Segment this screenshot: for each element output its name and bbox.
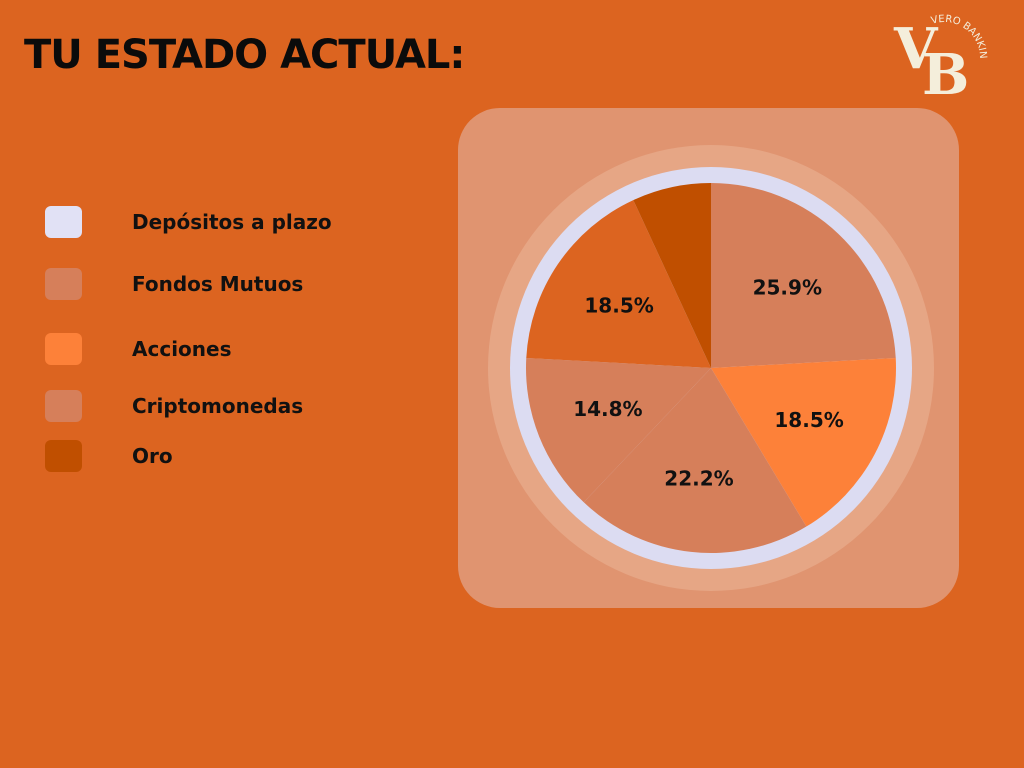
legend-label: Depósitos a plazo xyxy=(132,210,332,234)
pie-slice xyxy=(711,357,897,527)
legend-label: Criptomonedas xyxy=(132,394,304,418)
legend-label: Oro xyxy=(132,444,173,468)
legend-label: Fondos Mutuos xyxy=(132,272,304,296)
legend-swatch xyxy=(45,390,82,422)
pie-data-label: 18.5% xyxy=(774,408,843,432)
svg-text:B: B xyxy=(922,42,969,100)
legend-item-acciones: Acciones xyxy=(45,333,405,365)
pie-data-label: 18.5% xyxy=(584,294,653,318)
legend-item-criptomonedas: Criptomonedas xyxy=(45,390,405,422)
legend-swatch xyxy=(45,206,82,238)
legend-swatch xyxy=(45,440,82,472)
legend-item-fondos-mutuos: Fondos Mutuos xyxy=(45,268,405,300)
svg-text:V: V xyxy=(893,16,939,82)
pie-slice xyxy=(633,183,711,368)
legend-label: Acciones xyxy=(132,337,232,361)
pie-slice xyxy=(526,200,711,368)
pie-data-label: 14.8% xyxy=(573,397,642,421)
pie-data-label: 22.2% xyxy=(664,466,733,490)
pie-slice xyxy=(583,368,807,554)
pie-slice xyxy=(711,183,896,368)
chart-legend: Depósitos a plazo Fondos Mutuos Acciones… xyxy=(45,0,405,520)
chart-card: 25.9% 18.5% 22.2% 14.8% 18.5% xyxy=(458,108,959,608)
pie-slice xyxy=(525,357,711,503)
vero-banking-logo: V B VERO BANKING xyxy=(892,8,988,100)
pie-data-label: 25.9% xyxy=(753,275,822,299)
legend-swatch xyxy=(45,268,82,300)
legend-item-oro: Oro xyxy=(45,440,405,472)
legend-item-depositos: Depósitos a plazo xyxy=(45,206,405,238)
legend-swatch xyxy=(45,333,82,365)
page-title: TU ESTADO ACTUAL: xyxy=(24,32,465,78)
pie-chart: 25.9% 18.5% 22.2% 14.8% 18.5% xyxy=(488,145,934,591)
